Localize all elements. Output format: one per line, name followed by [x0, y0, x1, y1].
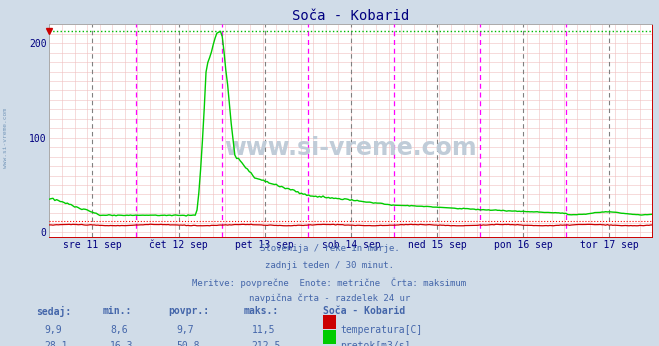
Text: 212,5: 212,5: [252, 341, 281, 346]
Text: navpična črta - razdelek 24 ur: navpična črta - razdelek 24 ur: [249, 294, 410, 303]
Text: sedaj:: sedaj:: [36, 306, 71, 317]
Text: 9,7: 9,7: [176, 325, 194, 335]
Text: www.si-vreme.com: www.si-vreme.com: [225, 136, 477, 160]
Text: www.si-vreme.com: www.si-vreme.com: [3, 108, 8, 169]
Text: min.:: min.:: [102, 306, 132, 316]
Text: zadnji teden / 30 minut.: zadnji teden / 30 minut.: [265, 261, 394, 270]
Text: povpr.:: povpr.:: [168, 306, 209, 316]
Text: 50,8: 50,8: [176, 341, 200, 346]
Text: Slovenija / reke in morje.: Slovenija / reke in morje.: [260, 244, 399, 253]
Text: 9,9: 9,9: [44, 325, 62, 335]
Text: 11,5: 11,5: [252, 325, 275, 335]
Text: 28,1: 28,1: [44, 341, 68, 346]
Text: Soča - Kobarid: Soča - Kobarid: [323, 306, 405, 316]
Title: Soča - Kobarid: Soča - Kobarid: [293, 9, 409, 23]
Text: Meritve: povprečne  Enote: metrične  Črta: maksimum: Meritve: povprečne Enote: metrične Črta:…: [192, 277, 467, 288]
Text: pretok[m3/s]: pretok[m3/s]: [340, 341, 411, 346]
Text: maks.:: maks.:: [244, 306, 279, 316]
Text: 16,3: 16,3: [110, 341, 134, 346]
Text: temperatura[C]: temperatura[C]: [340, 325, 422, 335]
Text: 8,6: 8,6: [110, 325, 128, 335]
